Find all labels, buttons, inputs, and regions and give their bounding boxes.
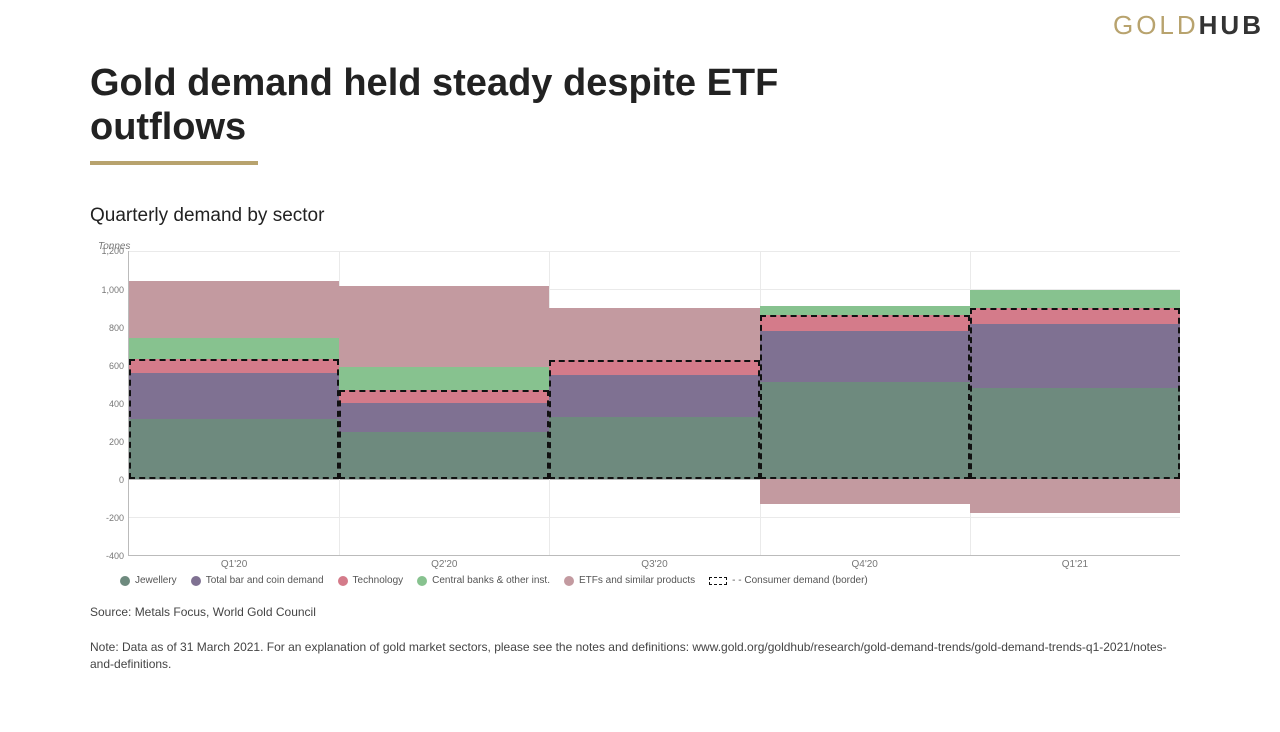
logo-part1: GOLD: [1113, 10, 1199, 40]
y-tick-label: 1,200: [90, 246, 124, 256]
bar-segment-technology: [970, 308, 1180, 323]
y-tick-label: 1,000: [90, 285, 124, 295]
bar-segment-jewellery: [339, 432, 549, 480]
bar-segment-etfs: [129, 281, 339, 338]
bar-segment-bar_coin: [760, 331, 970, 382]
chart-area: Tonnes -400-20002004006008001,0001,200 Q…: [90, 241, 1180, 571]
y-tick-label: 200: [90, 437, 124, 447]
legend-item-technology: Technology: [338, 575, 404, 586]
bar-segment-central_banks: [970, 290, 1180, 308]
bar-segment-etfs: [339, 286, 549, 368]
legend-label: - - Consumer demand (border): [732, 575, 868, 586]
bar-group: Q1'20: [129, 251, 339, 555]
chart-subtitle: Quarterly demand by sector: [90, 205, 1180, 227]
bar-segment-jewellery: [129, 419, 339, 480]
bar-segment-jewellery: [970, 388, 1180, 479]
bar-segment-etfs: [549, 308, 759, 359]
y-tick-label: 600: [90, 361, 124, 371]
bar-segment-jewellery: [760, 382, 970, 479]
legend-swatch: [417, 576, 427, 586]
bar-segment-central_banks: [760, 306, 970, 315]
legend-label: Total bar and coin demand: [206, 575, 324, 586]
bar-segment-etfs: [970, 479, 1180, 512]
y-tick-label: 400: [90, 399, 124, 409]
chart-legend: Jewellery Total bar and coin demand Techno…: [90, 575, 1180, 586]
legend-swatch: [564, 576, 574, 586]
content: Gold demand held steady despite ETF outf…: [90, 62, 1180, 673]
legend-label: Central banks & other inst.: [432, 575, 550, 586]
bar-segment-bar_coin: [129, 373, 339, 419]
y-tick-label: -200: [90, 513, 124, 523]
bar-segment-technology: [339, 390, 549, 403]
legend-label: Technology: [353, 575, 404, 586]
y-axis: -400-20002004006008001,0001,200: [90, 251, 128, 556]
title-underline: [90, 161, 258, 165]
bar-segment-central_banks: [339, 367, 549, 390]
x-tick-label: Q1'20: [221, 559, 247, 570]
bar-segment-technology: [129, 359, 339, 373]
x-tick-label: Q4'20: [852, 559, 878, 570]
legend-label: Jewellery: [135, 575, 177, 586]
legend-item-etfs: ETFs and similar products: [564, 575, 695, 586]
legend-item-bar_coin: Total bar and coin demand: [191, 575, 324, 586]
source-line: Source: Metals Focus, World Gold Council: [90, 604, 1180, 621]
bar-segment-technology: [760, 315, 970, 331]
bar-segment-bar_coin: [339, 403, 549, 432]
bar-group: Q4'20: [760, 251, 970, 555]
page-title: Gold demand held steady despite ETF outf…: [90, 62, 790, 149]
bar-segment-jewellery: [549, 417, 759, 480]
legend-item-central_banks: Central banks & other inst.: [417, 575, 550, 586]
bar-segment-bar_coin: [970, 324, 1180, 389]
legend-swatch: [709, 577, 727, 585]
note-line: Note: Data as of 31 March 2021. For an e…: [90, 639, 1180, 673]
x-tick-label: Q3'20: [641, 559, 667, 570]
brand-logo: GOLDHUB: [1113, 10, 1264, 41]
y-tick-label: -400: [90, 551, 124, 561]
chart-plot: Q1'20Q2'20Q3'20Q4'20Q1'21: [128, 251, 1180, 556]
legend-item-consumer_border: - - Consumer demand (border): [709, 575, 868, 586]
y-tick-label: 0: [90, 475, 124, 485]
y-tick-label: 800: [90, 323, 124, 333]
x-tick-label: Q2'20: [431, 559, 457, 570]
legend-item-jewellery: Jewellery: [120, 575, 177, 586]
bar-segment-technology: [549, 360, 759, 375]
legend-swatch: [191, 576, 201, 586]
bar-group: Q1'21: [970, 251, 1180, 555]
legend-swatch: [338, 576, 348, 586]
bar-segment-etfs: [760, 479, 970, 504]
legend-label: ETFs and similar products: [579, 575, 695, 586]
bar-segment-central_banks: [129, 338, 339, 359]
legend-swatch: [120, 576, 130, 586]
x-tick-label: Q1'21: [1062, 559, 1088, 570]
bar-group: Q2'20: [339, 251, 549, 555]
bar-segment-bar_coin: [549, 375, 759, 417]
bar-group: Q3'20: [549, 251, 759, 555]
logo-part2: HUB: [1199, 10, 1264, 40]
